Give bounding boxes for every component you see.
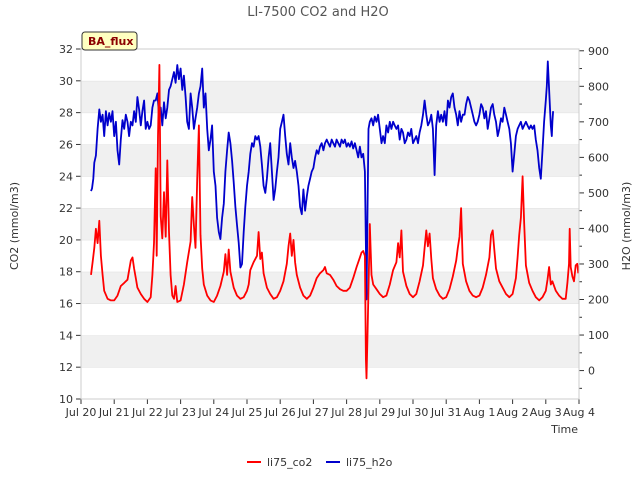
grid-band <box>81 112 579 145</box>
x-tick-label: Aug 1 <box>463 406 495 419</box>
x-tick-label: Jul 24 <box>197 406 229 419</box>
x-axis: Jul 20 Jul 21 Jul 22 Jul 23 Jul 24 Jul 25 Jul … <box>65 399 595 419</box>
grid-band <box>81 144 579 177</box>
grid-band <box>81 335 579 368</box>
x-tick-label: Jul 25 <box>231 406 263 419</box>
y-left-tick-label: 22 <box>59 202 73 215</box>
y-right-tick-label: 800 <box>588 80 609 93</box>
x-axis-label: Time <box>550 423 578 436</box>
y-left-tick-label: 28 <box>59 107 73 120</box>
series-line-li75_h2o <box>90 60 554 301</box>
y-right-tick-label: 0 <box>588 365 595 378</box>
y-right-tick-label: 700 <box>588 116 609 129</box>
legend: li75_co2 li75_h2o <box>247 456 393 469</box>
x-tick-label: Aug 2 <box>497 406 529 419</box>
y-right-tick-label: 400 <box>588 222 609 235</box>
legend-label-h2o: li75_h2o <box>346 456 393 469</box>
badge-box <box>81 31 138 51</box>
x-tick-label: Jul 29 <box>363 406 395 419</box>
legend-label-co2: li75_co2 <box>267 456 312 469</box>
series-layer <box>90 60 580 380</box>
x-tick-label: Jul 27 <box>297 406 329 419</box>
y-left-tick-label: 18 <box>59 266 73 279</box>
right-y-axis: 0 100 200 300 400 500 600 700 800 900 <box>579 45 609 389</box>
x-tick-label: Jul 21 <box>98 406 130 419</box>
y-axis-left-label: CO2 (mmol/m3) <box>8 182 21 270</box>
y-axis-right-label: H2O (mmol/m3) <box>620 182 633 271</box>
x-tick-label: Jul 20 <box>65 406 97 419</box>
y-left-tick-label: 14 <box>59 329 73 342</box>
x-tick-label: Jul 26 <box>264 406 296 419</box>
grid-band <box>81 303 579 336</box>
y-left-tick-label: 12 <box>59 361 73 374</box>
y-left-tick-label: 10 <box>59 393 73 406</box>
y-left-tick-label: 32 <box>59 43 73 56</box>
grid-band <box>81 367 579 399</box>
chart-title: LI-7500 CO2 and H2O <box>247 5 389 20</box>
y-right-tick-label: 100 <box>588 329 609 342</box>
x-tick-label: Jul 28 <box>330 406 362 419</box>
y-left-tick-label: 30 <box>59 75 73 88</box>
grid-band <box>81 271 579 304</box>
badge-label: BA_flux <box>88 35 133 48</box>
y-left-tick-label: 24 <box>59 170 73 183</box>
series-line-li75_co2 <box>90 64 580 380</box>
y-left-tick-label: 16 <box>59 298 73 311</box>
x-tick-label: Aug 3 <box>530 406 562 419</box>
badge: BA_flux <box>81 31 138 51</box>
y-right-tick-label: 300 <box>588 258 609 271</box>
plot-frame <box>80 48 580 400</box>
x-tick-label: Jul 30 <box>397 406 429 419</box>
y-left-tick-label: 20 <box>59 234 73 247</box>
y-right-tick-label: 900 <box>588 45 609 58</box>
x-tick-label: Jul 22 <box>131 406 163 419</box>
y-right-tick-label: 200 <box>588 294 609 307</box>
grid-band <box>81 49 579 81</box>
y-left-tick-label: 26 <box>59 138 73 151</box>
y-right-tick-label: 600 <box>588 151 609 164</box>
x-tick-label: Aug 4 <box>563 406 595 419</box>
x-tick-label: Jul 23 <box>164 406 196 419</box>
x-tick-label: Jul 31 <box>430 406 462 419</box>
y-right-tick-label: 500 <box>588 187 609 200</box>
left-y-axis: 10 12 14 16 18 20 22 24 26 28 30 32 <box>59 43 81 406</box>
